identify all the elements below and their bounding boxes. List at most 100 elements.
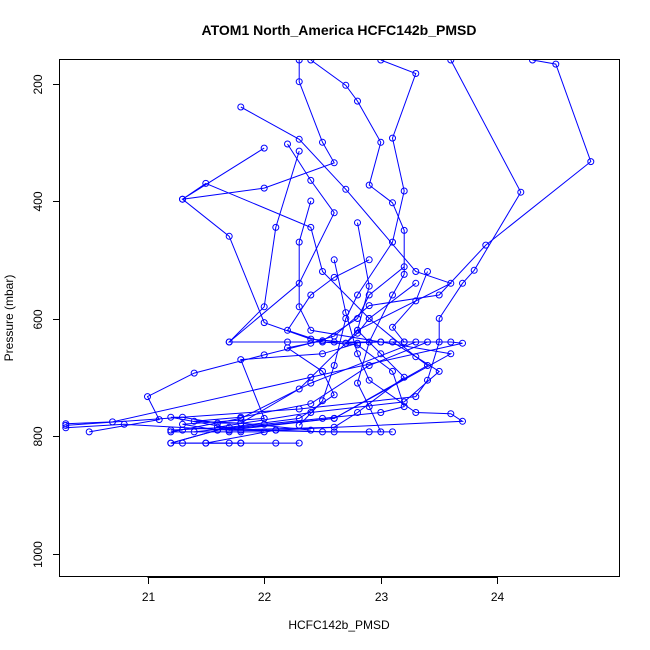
data-point: [295, 238, 303, 246]
data-point: [214, 419, 221, 427]
data-point: [447, 410, 455, 418]
data-point: [400, 263, 408, 271]
data-point: [412, 268, 420, 275]
data-point: [342, 81, 350, 89]
data-point: [62, 424, 70, 432]
data-point: [412, 409, 420, 416]
y-tick-label: 600: [31, 309, 45, 329]
data-point: [319, 350, 326, 358]
data-point: [552, 60, 560, 68]
data-point: [330, 209, 338, 217]
data-point: [447, 279, 455, 287]
data-point: [237, 419, 245, 427]
data-point: [459, 279, 466, 287]
data-point: [365, 376, 373, 384]
data-point: [225, 232, 233, 240]
data-point: [365, 256, 373, 264]
data-point: [284, 326, 291, 334]
data-point: [260, 303, 268, 311]
data-point: [330, 362, 338, 369]
series-layer: [62, 60, 595, 447]
data-point: [167, 439, 175, 447]
data-point: [319, 268, 326, 275]
series-line: [89, 60, 592, 433]
data-point: [389, 323, 396, 331]
series-line: [310, 60, 405, 433]
data-point: [330, 391, 338, 399]
data-point: [295, 147, 303, 155]
data-point: [330, 159, 338, 167]
data-point: [342, 185, 350, 193]
data-point: [330, 423, 338, 431]
data-point: [377, 409, 385, 416]
series-12: [62, 219, 408, 434]
data-point: [342, 309, 350, 317]
data-point: [330, 414, 338, 422]
series-15: [190, 268, 431, 434]
data-point: [144, 393, 151, 401]
data-point: [85, 428, 93, 436]
data-point: [389, 238, 396, 246]
chart-title: ATOM1 North_America HCFC142b_PMSD: [202, 22, 477, 38]
data-point: [307, 197, 315, 205]
data-point: [295, 385, 303, 393]
data-point: [295, 414, 303, 422]
data-point: [319, 414, 326, 422]
data-point: [447, 60, 455, 64]
data-point: [307, 400, 315, 408]
data-point: [435, 367, 443, 375]
data-point: [377, 338, 385, 346]
data-point: [354, 329, 361, 337]
series-line: [170, 282, 417, 431]
series-line: [217, 150, 441, 433]
series-16: [190, 256, 408, 436]
data-point: [319, 367, 326, 375]
data-point: [470, 266, 478, 274]
data-point: [389, 199, 396, 207]
data-point: [120, 420, 128, 428]
data-point: [412, 393, 420, 401]
data-point: [365, 315, 373, 322]
data-point: [389, 428, 396, 436]
data-point: [365, 282, 373, 290]
data-point: [389, 134, 396, 142]
y-tick-label: 400: [31, 191, 45, 211]
data-point: [237, 439, 245, 447]
data-point: [190, 417, 198, 425]
series-line: [65, 222, 405, 431]
series-line: [298, 60, 417, 426]
x-tick-label: 23: [375, 590, 389, 604]
data-point: [354, 97, 361, 105]
data-point: [400, 187, 408, 195]
data-point: [260, 319, 268, 327]
data-point: [167, 413, 175, 421]
data-point: [319, 138, 326, 146]
data-point: [225, 338, 233, 346]
data-point: [179, 426, 186, 434]
x-tick-label: 22: [258, 590, 272, 604]
data-point: [307, 426, 315, 434]
data-point: [155, 416, 163, 424]
series-line: [194, 259, 405, 433]
data-point: [389, 291, 396, 299]
series-8: [179, 144, 431, 436]
data-point: [295, 78, 303, 86]
data-point: [330, 256, 338, 264]
data-point: [435, 315, 443, 322]
data-point: [377, 138, 385, 146]
data-point: [354, 379, 361, 387]
data-point: [307, 339, 315, 347]
data-point: [202, 439, 210, 447]
data-point: [354, 350, 361, 358]
data-point: [354, 219, 361, 227]
series-line: [205, 259, 465, 444]
data-point: [412, 353, 420, 361]
data-point: [377, 60, 385, 64]
data-point: [389, 338, 396, 346]
data-point: [295, 135, 303, 143]
data-point: [295, 303, 303, 311]
data-point: [307, 326, 315, 334]
data-point: [459, 339, 466, 347]
data-point: [260, 184, 268, 192]
